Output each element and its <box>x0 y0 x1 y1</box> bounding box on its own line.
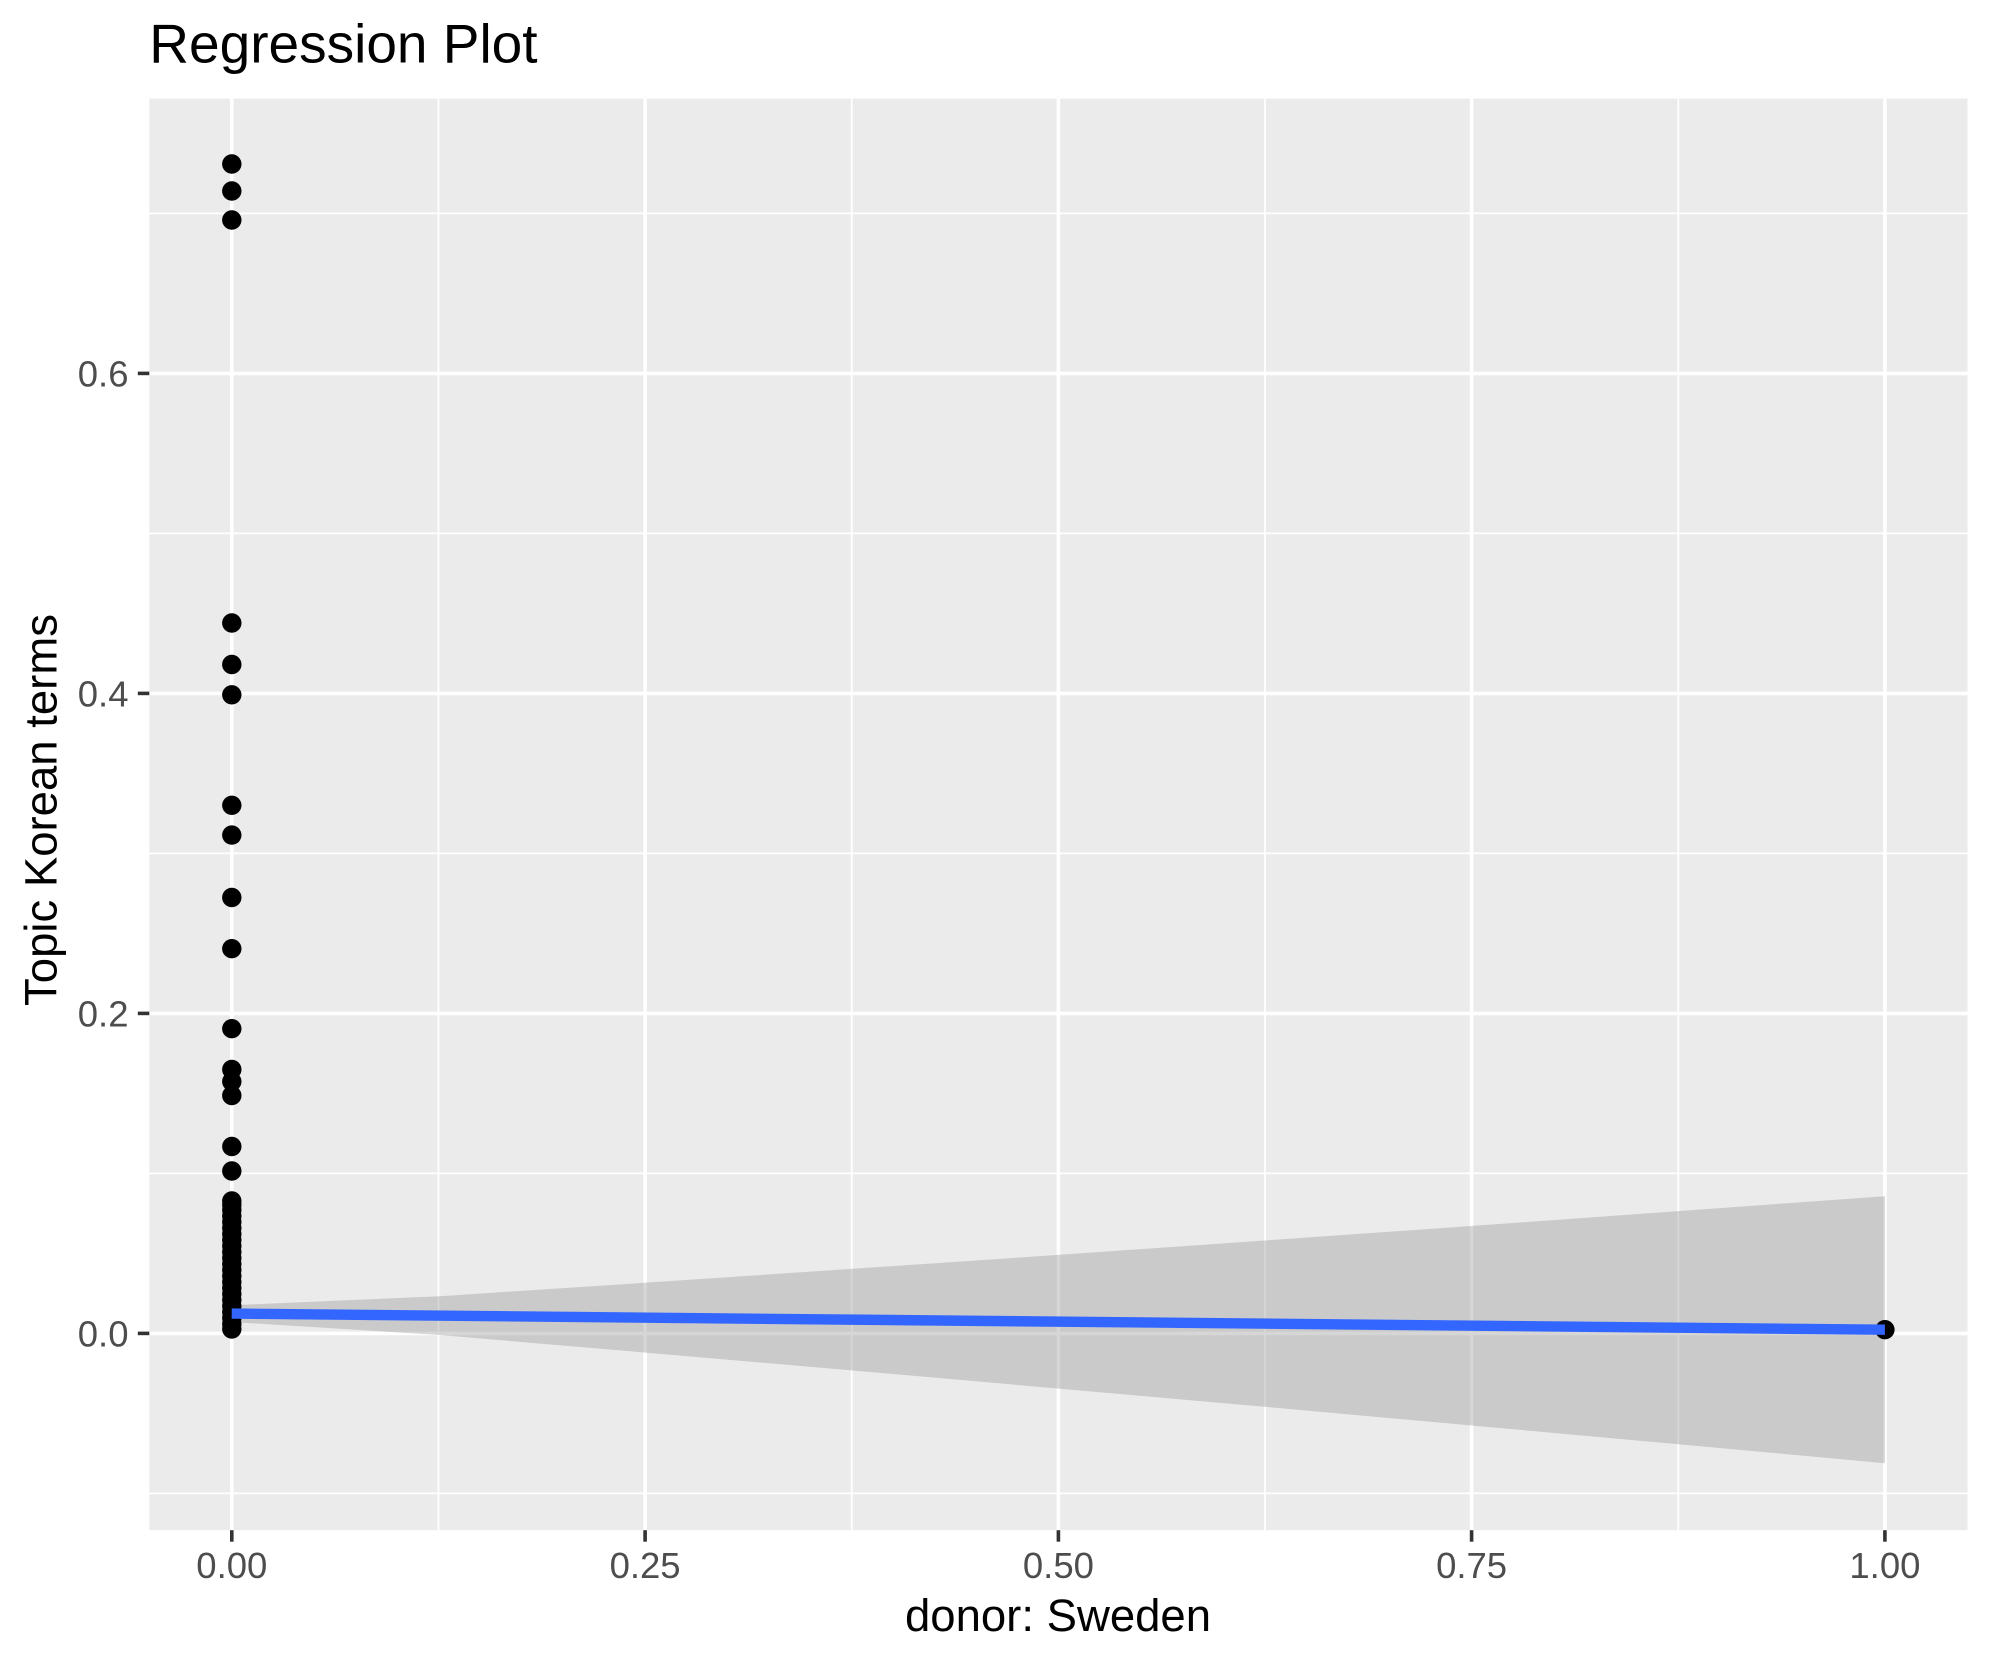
svg-text:Regression Plot: Regression Plot <box>149 13 537 75</box>
svg-text:0.6: 0.6 <box>78 353 129 394</box>
svg-text:1.00: 1.00 <box>1849 1545 1920 1586</box>
svg-text:0.50: 0.50 <box>1023 1545 1094 1586</box>
svg-text:0.00: 0.00 <box>196 1545 267 1586</box>
svg-text:Topic Korean terms: Topic Korean terms <box>16 614 67 1006</box>
svg-text:0.0: 0.0 <box>78 1313 129 1354</box>
svg-text:0.2: 0.2 <box>78 993 129 1034</box>
svg-text:0.4: 0.4 <box>78 673 129 714</box>
svg-text:0.75: 0.75 <box>1436 1545 1507 1586</box>
svg-text:donor: Sweden: donor: Sweden <box>905 1590 1211 1641</box>
svg-text:0.25: 0.25 <box>610 1545 681 1586</box>
